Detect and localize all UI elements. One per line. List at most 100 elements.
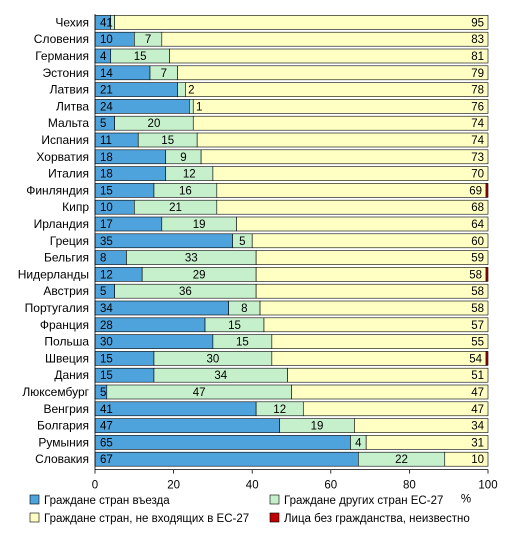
data-label: 47 — [471, 404, 484, 416]
bar-segment — [255, 283, 489, 299]
data-label: 9 — [180, 152, 186, 164]
legend-label: Граждане стран въезда — [44, 495, 170, 507]
category-label: Ирландия — [34, 217, 89, 231]
category-label: Португалия — [25, 301, 89, 315]
bar-segment — [192, 115, 489, 131]
bar-segment — [354, 418, 489, 433]
bar-segment — [200, 149, 489, 165]
bar-segment — [177, 82, 186, 97]
data-label: 15 — [100, 185, 113, 197]
category-label: Румыния — [38, 435, 89, 449]
category-label: Финляндия — [26, 183, 89, 197]
data-label: 47 — [100, 421, 113, 433]
category-label: Бельгия — [44, 251, 89, 265]
data-label: 41 — [100, 404, 113, 416]
data-label: 69 — [469, 185, 482, 197]
category-label: Болгария — [37, 419, 89, 433]
data-label: 79 — [471, 68, 484, 80]
data-label: 76 — [471, 101, 484, 113]
data-label: 4 — [100, 51, 107, 63]
data-label: 33 — [185, 253, 198, 265]
category-label: Нидерланды — [18, 267, 89, 281]
category-label: Италия — [48, 167, 89, 181]
x-tick-label: 80 — [403, 480, 416, 492]
category-label: Австрия — [43, 284, 89, 298]
legend-swatch — [29, 494, 40, 505]
data-label: 83 — [471, 34, 484, 46]
data-label: 24 — [100, 101, 113, 113]
x-axis: 0 20 40 60 80 100% — [92, 14, 498, 506]
data-label: 34 — [471, 421, 484, 433]
data-label: 12 — [183, 169, 196, 181]
data-label: 12 — [100, 269, 113, 281]
data-label: 21 — [169, 202, 182, 214]
data-label: 16 — [179, 185, 192, 197]
data-label: 60 — [471, 236, 484, 248]
category-label: Литва — [56, 99, 89, 113]
bar-segment — [189, 99, 194, 114]
data-label: 11 — [100, 135, 112, 147]
bar-segment — [271, 334, 489, 349]
bar-segment — [485, 351, 489, 366]
data-label: 74 — [471, 118, 484, 130]
legend-label: Граждане других стран ЕС-27 — [284, 495, 443, 507]
bar-segment — [94, 451, 359, 467]
data-label: 47 — [193, 387, 206, 399]
data-label: 20 — [148, 118, 161, 130]
data-label: 95 — [471, 17, 484, 29]
bar-segment — [365, 435, 489, 450]
data-label: 28 — [100, 320, 113, 332]
legend: Граждане стран въезда Граждане других стр… — [29, 494, 470, 525]
category-label: Латвия — [50, 83, 89, 97]
x-unit-label: % — [461, 494, 471, 506]
data-label: 36 — [179, 286, 192, 298]
data-label: 7 — [145, 34, 151, 46]
data-label: 12 — [273, 404, 286, 416]
data-label: 58 — [471, 303, 484, 315]
bar-segment — [94, 418, 281, 433]
data-label: 21 — [100, 85, 113, 97]
bar-segment — [169, 48, 489, 64]
data-label: 15 — [236, 337, 249, 349]
data-label: 8 — [100, 253, 106, 265]
bar-segment — [216, 183, 487, 198]
data-label: 10 — [100, 202, 113, 214]
data-label: 64 — [471, 219, 484, 231]
data-label: 34 — [100, 303, 113, 315]
data-label: 18 — [100, 152, 113, 164]
data-label: 15 — [100, 370, 113, 382]
category-label: Чехия — [55, 15, 89, 29]
bar-segment — [161, 31, 489, 47]
data-label: 19 — [311, 421, 324, 433]
data-label: 59 — [471, 253, 484, 265]
category-label: Мальта — [48, 116, 89, 130]
data-label: 29 — [193, 269, 206, 281]
data-label: 58 — [471, 286, 484, 298]
data-label: 15 — [134, 51, 147, 63]
data-label: 54 — [469, 353, 482, 365]
x-tick-label: 0 — [92, 480, 98, 492]
bar-segment — [177, 65, 489, 81]
data-label: 19 — [193, 219, 206, 231]
bar-segment — [444, 451, 489, 467]
category-label: Венгрия — [43, 402, 89, 416]
bar-segment — [216, 199, 489, 215]
data-label: 17 — [100, 219, 113, 231]
x-tick-label: 40 — [246, 480, 259, 492]
data-label: 70 — [471, 169, 484, 181]
data-label: 74 — [471, 135, 484, 147]
data-label: 2 — [188, 85, 194, 97]
data-label: 73 — [471, 152, 484, 164]
data-label: 5 — [100, 387, 106, 399]
bar-segment — [271, 351, 487, 366]
data-label: 5 — [100, 118, 106, 130]
bar-segment — [485, 267, 489, 282]
legend-label: Лица без гражданства, неизвестно — [284, 513, 470, 525]
category-label: Хорватия — [36, 150, 89, 164]
legend-swatch — [29, 512, 40, 523]
category-label: Кипр — [62, 200, 89, 214]
category-label: Франция — [40, 318, 89, 332]
category-label: Эстония — [43, 66, 90, 80]
category-label: Польша — [44, 335, 89, 349]
